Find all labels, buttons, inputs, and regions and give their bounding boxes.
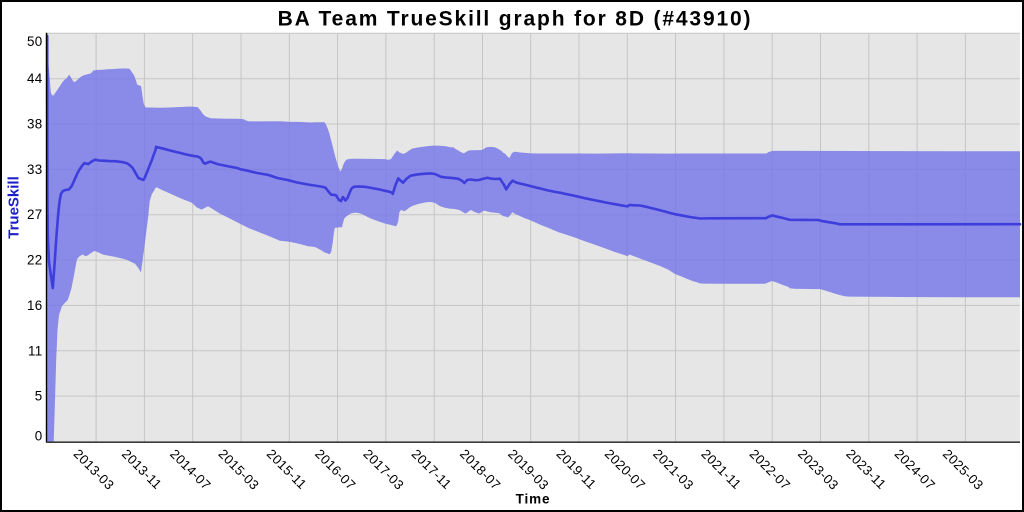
svg-text:22: 22 <box>27 253 43 268</box>
svg-text:0: 0 <box>35 429 43 444</box>
svg-text:50: 50 <box>27 34 43 49</box>
svg-text:27: 27 <box>27 207 43 222</box>
svg-text:Time: Time <box>516 492 551 507</box>
svg-text:33: 33 <box>27 162 43 177</box>
svg-text:44: 44 <box>27 71 43 86</box>
svg-text:16: 16 <box>27 298 43 313</box>
svg-text:5: 5 <box>35 389 43 404</box>
svg-text:11: 11 <box>28 343 43 358</box>
svg-text:38: 38 <box>27 117 43 132</box>
svg-text:BA Team TrueSkill graph for 8D: BA Team TrueSkill graph for 8D (#43910) <box>278 7 753 30</box>
svg-text:TrueSkill: TrueSkill <box>6 176 23 239</box>
